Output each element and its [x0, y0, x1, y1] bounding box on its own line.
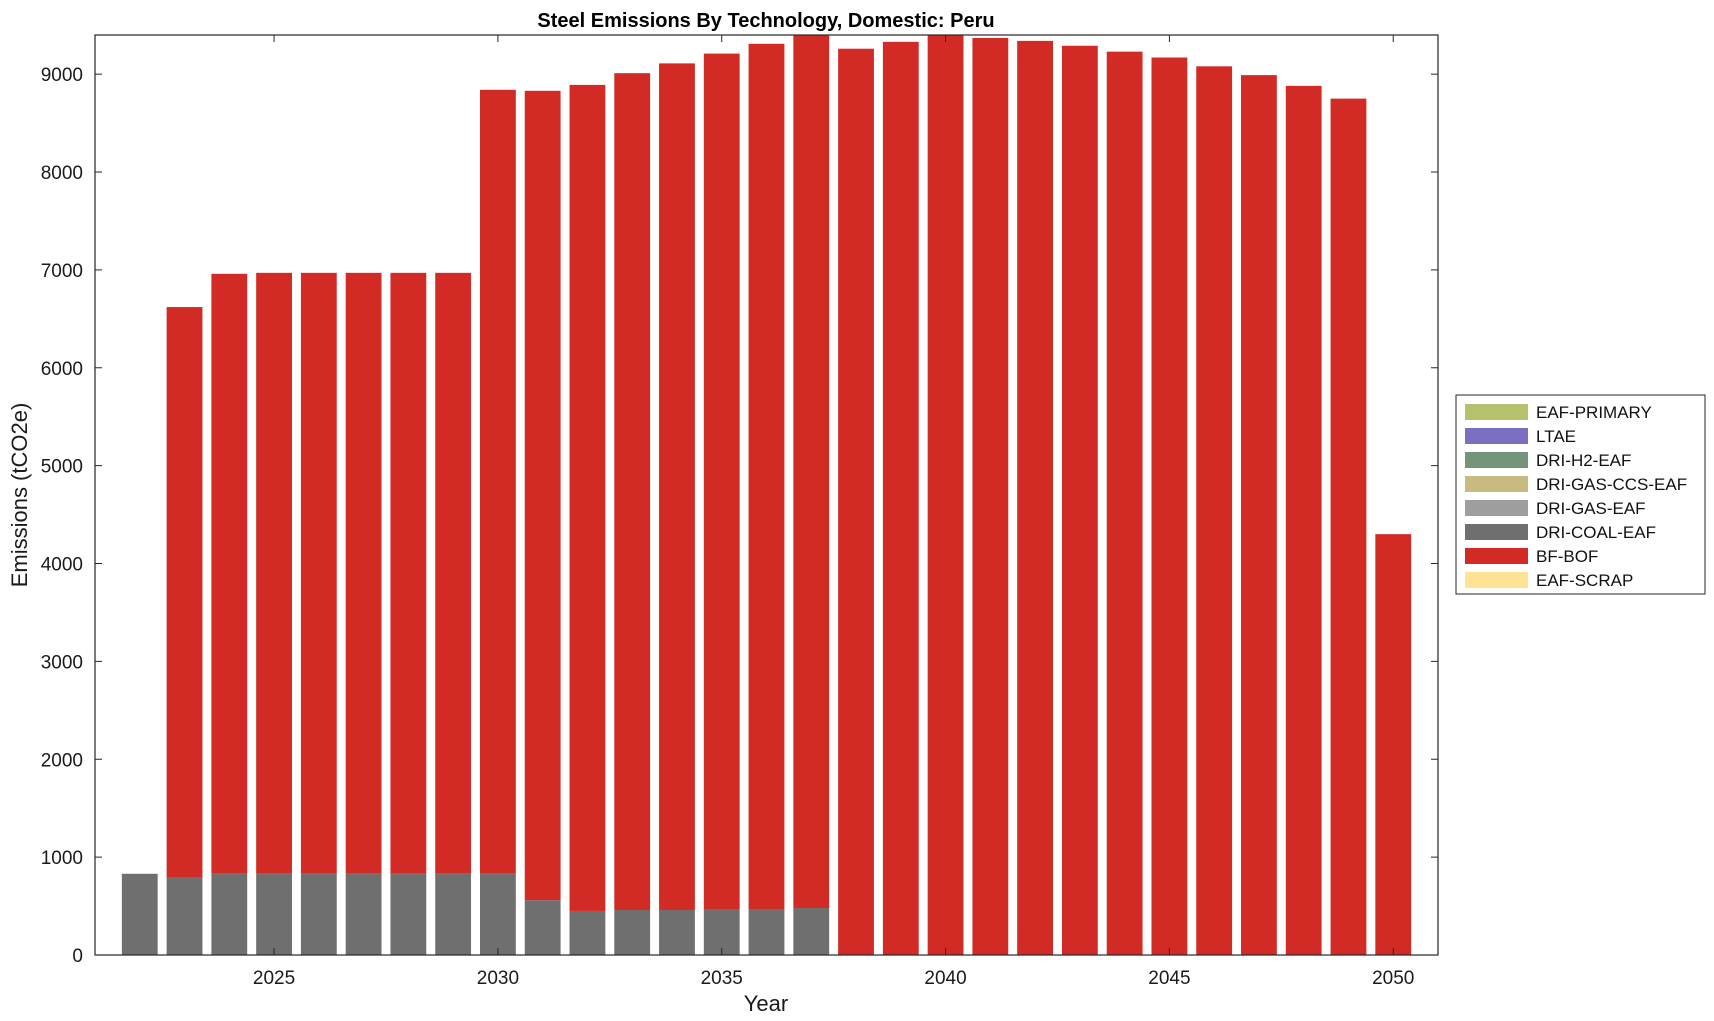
legend-label-dri-gas-ccs-eaf: DRI-GAS-CCS-EAF: [1536, 475, 1687, 494]
y-tick-label: 1000: [41, 848, 83, 869]
legend-swatch-dri-gas-eaf: [1465, 500, 1528, 516]
y-tick-label: 7000: [41, 261, 83, 282]
legend-label-dri-h2-eaf: DRI-H2-EAF: [1536, 451, 1631, 470]
legend-label-dri-gas-eaf: DRI-GAS-EAF: [1536, 499, 1646, 518]
y-tick-label: 2000: [41, 750, 83, 771]
legend: EAF-PRIMARY LTAE DRI-H2-EAF DRI-GAS-CCS-EAF…: [1455, 394, 1706, 595]
y-tick-label: 3000: [41, 652, 83, 673]
bar-bf-bof-2046: [1196, 66, 1233, 955]
bar-bf-bof-2032: [569, 84, 606, 911]
bar-dri-coal-eaf-2026: [300, 873, 337, 955]
bar-bf-bof-2023: [166, 307, 203, 878]
bar-dri-coal-eaf-2033: [614, 909, 651, 955]
bar-bf-bof-2047: [1241, 75, 1277, 955]
bar-dri-coal-eaf-2029: [435, 873, 472, 955]
bar-bf-bof-2043: [1061, 45, 1098, 956]
bar-bf-bof-2026: [300, 272, 337, 874]
legend-swatch-bf-bof: [1465, 548, 1528, 564]
y-axis-title: Emissions (tCO2e): [7, 403, 32, 588]
bar-bf-bof-2030: [479, 89, 516, 874]
bar-dri-coal-eaf-2028: [390, 873, 427, 955]
legend-swatch-dri-h2-eaf: [1465, 452, 1528, 468]
x-tick-label: 2030: [477, 968, 519, 989]
x-tick-label: 2050: [1372, 968, 1414, 989]
y-tick-label: 6000: [41, 359, 83, 380]
y-tick-label: 5000: [41, 457, 83, 478]
bar-bf-bof-2048: [1285, 85, 1322, 955]
bar-dri-coal-eaf-2036: [748, 909, 785, 955]
bar-bf-bof-2031: [524, 90, 561, 901]
x-tick-label: 2040: [924, 968, 966, 989]
bar-bf-bof-2039: [882, 41, 919, 955]
y-tick-label: 0: [72, 946, 83, 967]
bar-bf-bof-2036: [748, 43, 785, 909]
legend-swatch-dri-coal-eaf: [1465, 524, 1528, 540]
legend-label-ltae: LTAE: [1536, 427, 1576, 446]
bar-dri-coal-eaf-2024: [211, 873, 248, 955]
plot-frame: [94, 34, 1439, 956]
bar-bf-bof-2044: [1106, 51, 1143, 955]
x-tick-label: 2035: [701, 968, 743, 989]
bar-bf-bof-2037: [793, 35, 830, 909]
legend-label-dri-coal-eaf: DRI-COAL-EAF: [1536, 523, 1656, 542]
bar-bf-bof-2041: [972, 37, 1009, 956]
bar-bf-bof-2045: [1151, 57, 1188, 956]
ticks-layer: 0 1000 2000 3000 4000 5000 6000 7000 8000 9000 202…: [41, 35, 1438, 989]
legend-label-eaf-primary: EAF-PRIMARY: [1536, 403, 1652, 422]
legend-swatch-eaf-scrap: [1465, 572, 1528, 588]
legend-swatch-ltae: [1465, 428, 1528, 444]
x-tick-label: 2025: [253, 968, 295, 989]
bar-dri-coal-eaf-2023: [166, 877, 203, 955]
bars-layer: [121, 35, 1412, 956]
bar-bf-bof-2033: [614, 73, 651, 910]
bar-dri-coal-eaf-2027: [345, 873, 382, 955]
bar-bf-bof-2024: [211, 273, 248, 874]
legend-items: EAF-PRIMARY LTAE DRI-H2-EAF DRI-GAS-CCS-EAF…: [1465, 403, 1687, 590]
chart-title: Steel Emissions By Technology, Domestic:…: [537, 10, 994, 32]
legend-label-eaf-scrap: EAF-SCRAP: [1536, 571, 1633, 590]
bar-dri-coal-eaf-2030: [479, 873, 516, 955]
bar-bf-bof-2029: [435, 272, 472, 874]
bar-dri-coal-eaf-2037: [793, 908, 830, 955]
bar-bf-bof-2027: [345, 272, 382, 874]
legend-swatch-dri-gas-ccs-eaf: [1465, 476, 1528, 492]
x-axis-title: Year: [744, 991, 788, 1016]
y-tick-label: 9000: [41, 65, 83, 86]
y-tick-label: 4000: [41, 555, 83, 576]
bar-bf-bof-2034: [659, 63, 695, 910]
bar-dri-coal-eaf-2034: [659, 909, 695, 955]
x-tick-label: 2045: [1148, 968, 1190, 989]
legend-swatch-eaf-primary: [1465, 404, 1528, 420]
bar-bf-bof-2025: [256, 272, 292, 874]
bar-bf-bof-2040: [927, 35, 964, 955]
bar-bf-bof-2050: [1375, 534, 1412, 955]
y-tick-label: 8000: [41, 163, 83, 184]
bar-bf-bof-2049: [1330, 98, 1367, 956]
bar-bf-bof-2038: [838, 48, 874, 955]
bar-dri-coal-eaf-2032: [569, 910, 606, 955]
bar-dri-coal-eaf-2025: [256, 873, 292, 955]
bar-dri-coal-eaf-2031: [524, 900, 561, 955]
bar-bf-bof-2028: [390, 272, 427, 874]
bar-dri-coal-eaf-2022: [121, 873, 158, 955]
bar-bf-bof-2042: [1017, 40, 1054, 956]
bar-dri-coal-eaf-2035: [703, 909, 740, 955]
legend-label-bf-bof: BF-BOF: [1536, 547, 1598, 566]
bar-bf-bof-2035: [703, 53, 740, 909]
